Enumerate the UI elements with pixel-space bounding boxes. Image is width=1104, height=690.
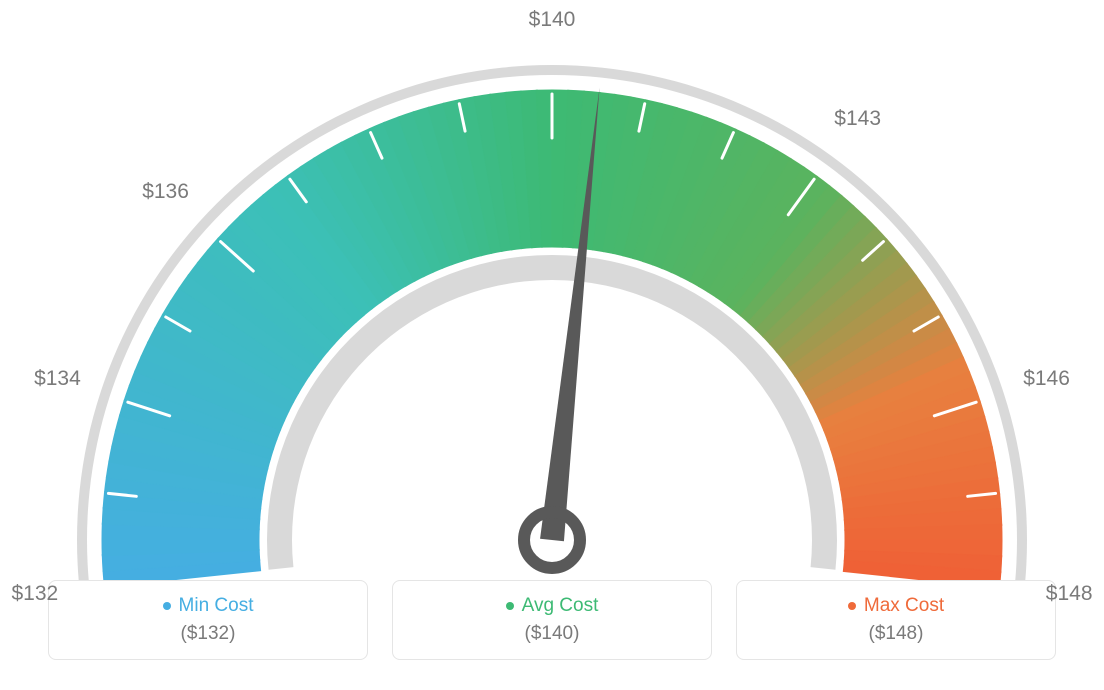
gauge-tick-label: $134	[34, 367, 81, 391]
legend-value-avg: ($140)	[413, 623, 691, 645]
legend-title-avg: Avg Cost	[522, 595, 599, 617]
gauge-tick-label: $132	[11, 582, 58, 606]
legend-title-row: Max Cost	[757, 595, 1035, 617]
gauge-tick-label: $146	[1023, 367, 1070, 391]
legend-title-max: Max Cost	[864, 595, 944, 617]
legend-title-row: Avg Cost	[413, 595, 691, 617]
legend-dot-avg	[506, 602, 514, 610]
legend-card-max: Max Cost ($148)	[736, 580, 1056, 660]
gauge-svg	[0, 0, 1104, 580]
legend-value-min: ($132)	[69, 623, 347, 645]
gauge-chart: $132$134$136$140$143$146$148	[0, 0, 1104, 580]
legend-value-max: ($148)	[757, 623, 1035, 645]
gauge-tick-label: $140	[529, 8, 576, 32]
gauge-tick-label: $136	[142, 180, 189, 204]
gauge-tick-label: $143	[834, 107, 881, 131]
legend-card-avg: Avg Cost ($140)	[392, 580, 712, 660]
legend: Min Cost ($132) Avg Cost ($140) Max Cost…	[0, 580, 1104, 660]
legend-dot-min	[163, 602, 171, 610]
legend-dot-max	[848, 602, 856, 610]
legend-title-row: Min Cost	[69, 595, 347, 617]
gauge-tick-label: $148	[1046, 582, 1093, 606]
legend-card-min: Min Cost ($132)	[48, 580, 368, 660]
legend-title-min: Min Cost	[179, 595, 254, 617]
